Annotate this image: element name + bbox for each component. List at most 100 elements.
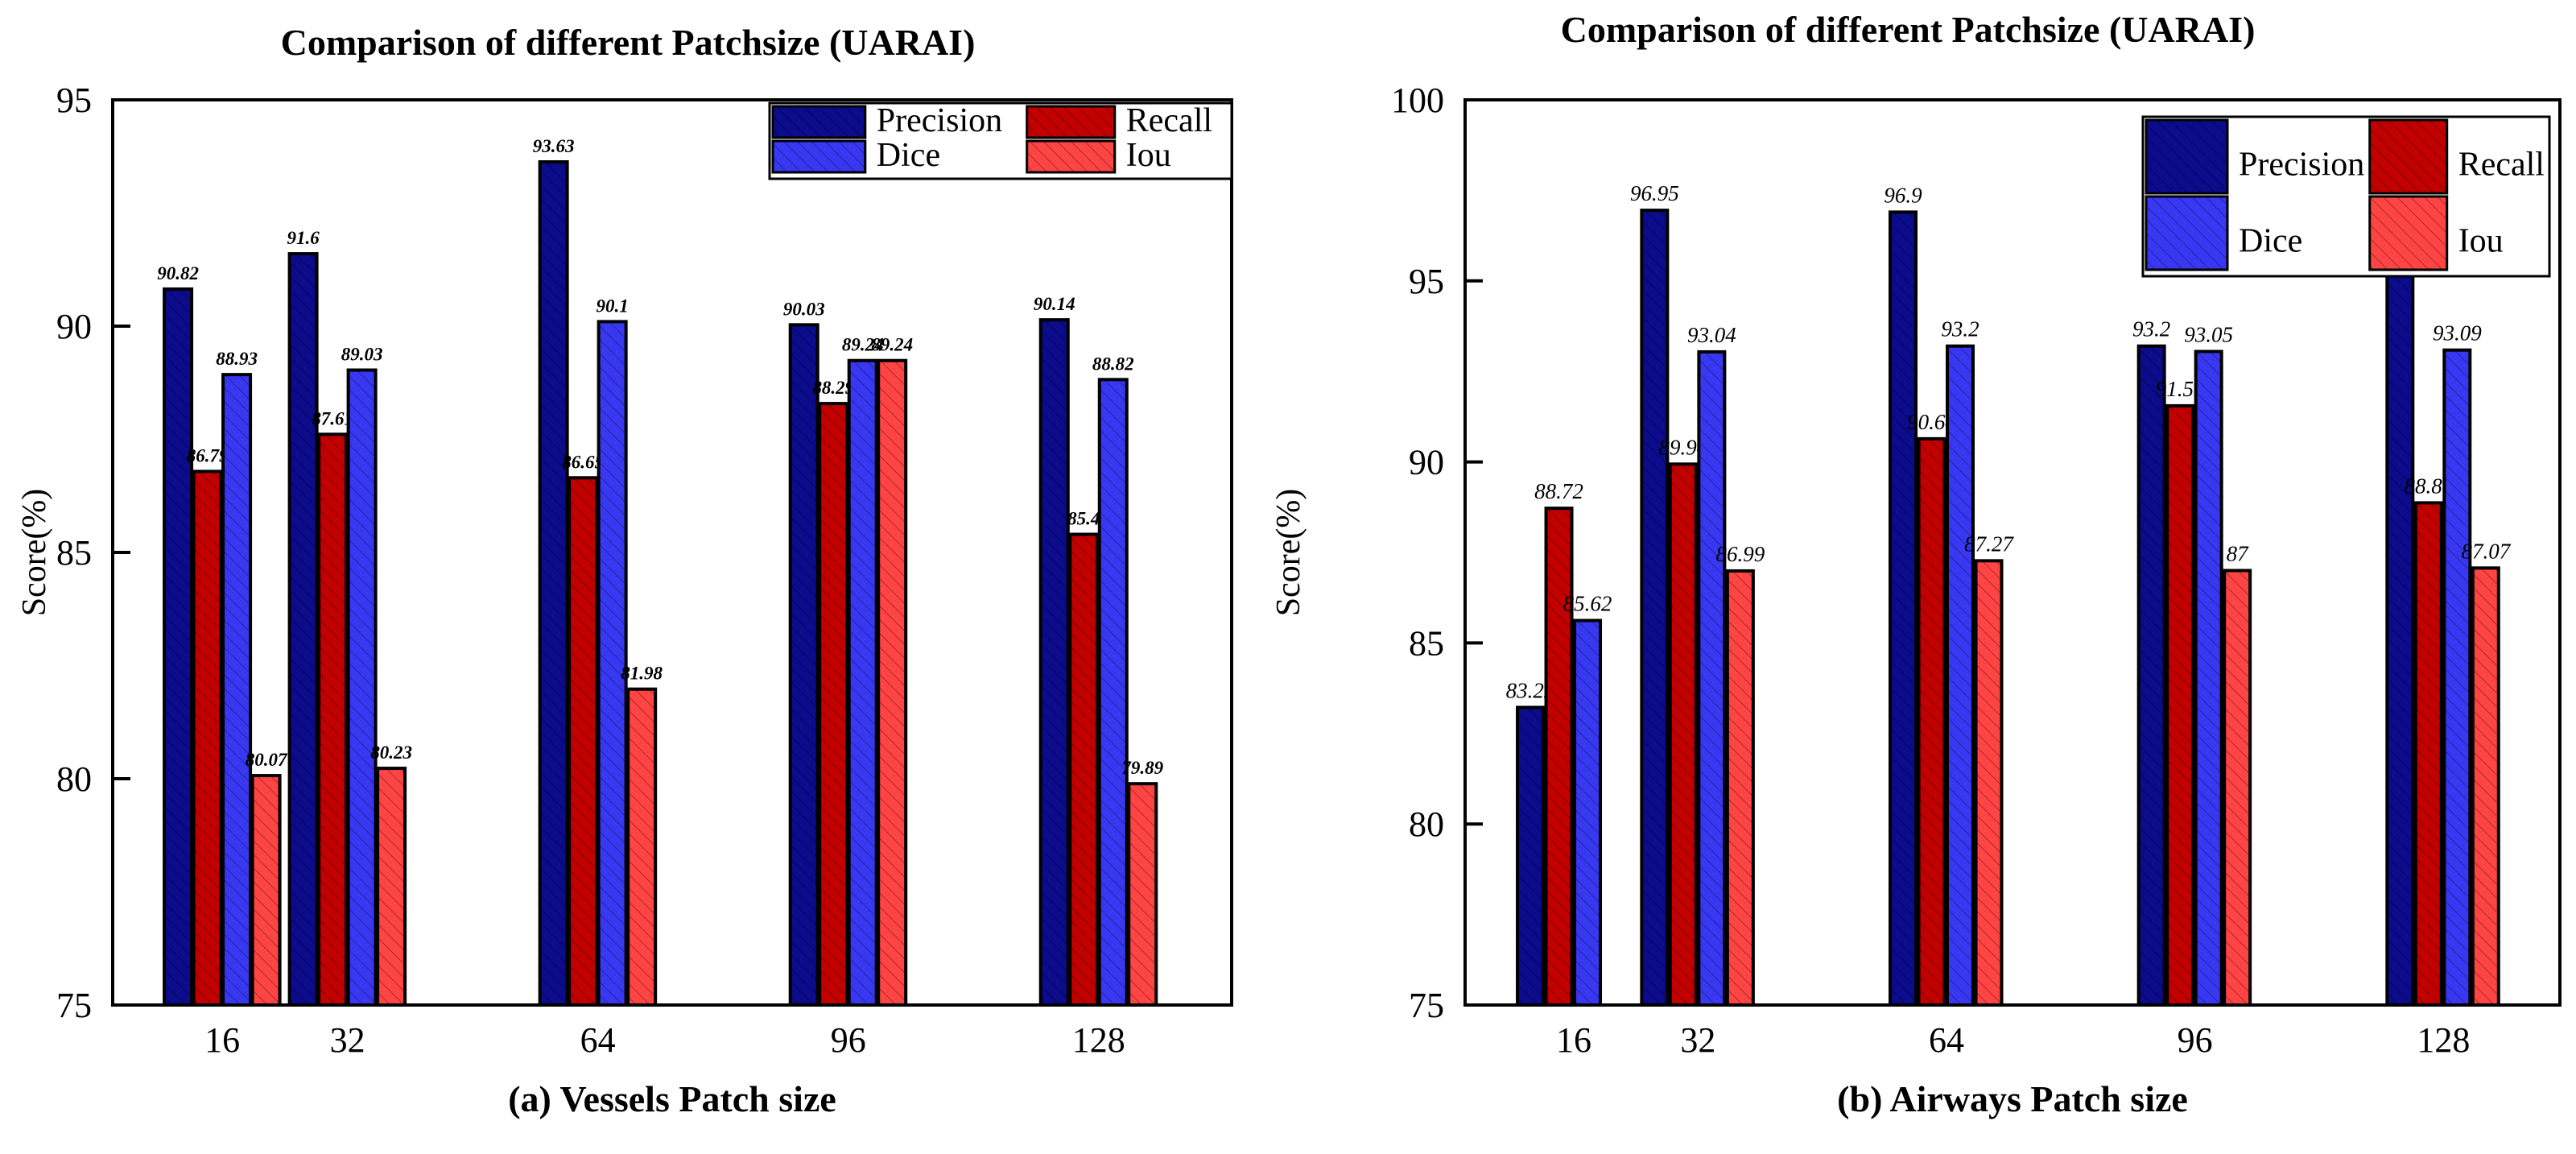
data-label: 79.89 (1121, 758, 1163, 778)
x-tick-label: 32 (1680, 1020, 1715, 1060)
data-label: 88.93 (216, 349, 258, 369)
data-label: 90.1 (597, 296, 629, 316)
data-label: 87 (2227, 541, 2250, 565)
x-tick-label: 64 (1929, 1020, 1964, 1060)
x-tick-label: 128 (1072, 1020, 1125, 1060)
data-label: 93.2 (1941, 317, 1979, 341)
x-tick-label: 16 (204, 1020, 240, 1060)
bar-hatch (252, 776, 280, 1005)
data-label: 86.65 (562, 452, 604, 472)
bar-hatch (598, 321, 626, 1005)
x-tick-label: 32 (330, 1020, 365, 1060)
x-tick-label: 128 (2417, 1020, 2470, 1060)
x-axis-label: (b) Airways Patch size (1837, 1078, 2188, 1119)
bar-hatch (1670, 464, 1696, 1005)
data-label: 93.2 (2132, 317, 2170, 341)
legend-swatch-hatch (773, 106, 865, 138)
bar-hatch (878, 360, 906, 1005)
legend-label-iou: Iou (2458, 222, 2504, 259)
data-label: 80.23 (370, 742, 412, 763)
bar-hatch (2167, 405, 2194, 1005)
data-label: 81.98 (621, 664, 663, 684)
bar-hatch (569, 478, 597, 1005)
bar-hatch (1099, 379, 1127, 1005)
legend-label-dice: Dice (2239, 222, 2302, 259)
y-axis-label: Score(%) (1270, 489, 1307, 617)
bar-hatch (2415, 503, 2442, 1005)
bar-hatch (348, 370, 376, 1005)
bar-hatch (223, 374, 251, 1005)
bar-hatch (319, 434, 347, 1005)
legend-label-iou: Iou (1126, 137, 1171, 174)
y-tick-label: 85 (56, 533, 92, 573)
bar-hatch (1040, 320, 1068, 1006)
data-label: 85.62 (1563, 592, 1612, 616)
bar-hatch (1575, 620, 1601, 1005)
bar-hatch (539, 161, 568, 1005)
data-label: 90.82 (157, 263, 199, 283)
legend-swatch-hatch (2369, 120, 2447, 193)
data-label: 87.27 (1964, 532, 2014, 556)
legend-swatch-hatch (2369, 196, 2447, 270)
y-tick-label: 95 (1409, 262, 1444, 301)
legend-swatch-hatch (1026, 106, 1115, 138)
bar-hatch (1975, 560, 2002, 1005)
x-tick-label: 16 (1556, 1020, 1591, 1060)
legend-swatch-hatch (2146, 120, 2227, 193)
x-tick-label: 96 (831, 1020, 866, 1060)
y-tick-label: 95 (56, 81, 92, 120)
chart-vessels: Comparison of different Patchsize (UARAI… (16, 22, 1233, 1119)
bar-hatch (848, 360, 877, 1005)
data-label: 80.07 (246, 750, 288, 770)
axes-frame (1463, 98, 2562, 1007)
chart-title: Comparison of different Patchsize (UARAI… (281, 22, 976, 63)
legend-label-recall: Recall (1126, 102, 1212, 139)
y-tick-label: 100 (1391, 81, 1444, 120)
legend-label-recall: Recall (2458, 146, 2545, 183)
bar-hatch (1699, 351, 1725, 1005)
bar-hatch (1546, 508, 1572, 1005)
y-tick-label: 75 (56, 986, 92, 1025)
bar-hatch (1918, 438, 1945, 1005)
data-label: 89.24 (842, 335, 884, 355)
data-label: 90.14 (1034, 294, 1075, 314)
y-tick-label: 80 (56, 759, 92, 799)
bar-hatch (1070, 534, 1098, 1005)
data-label: 88.72 (1534, 479, 1583, 503)
bar-hatch (1890, 212, 1917, 1006)
data-label: 93.63 (533, 136, 575, 156)
legend-swatch-hatch (2146, 196, 2227, 270)
bar-hatch (1517, 707, 1544, 1005)
y-tick-label: 90 (56, 307, 92, 346)
bar-hatch (1947, 345, 1974, 1005)
y-tick-label: 85 (1409, 623, 1444, 663)
data-label: 93.05 (2184, 322, 2233, 346)
y-tick-label: 80 (1409, 804, 1444, 844)
bar-hatch (2195, 351, 2222, 1005)
bar-hatch (2444, 350, 2471, 1006)
bar-hatch (289, 254, 317, 1006)
bar-hatch (628, 689, 656, 1005)
bar-hatch (164, 288, 192, 1005)
data-label: 96.95 (1630, 181, 1679, 205)
data-label: 91.6 (287, 228, 320, 248)
x-tick-label: 96 (2178, 1020, 2213, 1060)
chart-title: Comparison of different Patchsize (UARAI… (1561, 9, 2256, 50)
bar-hatch (790, 325, 818, 1006)
bar-hatch (2138, 345, 2165, 1005)
data-label: 86.99 (1715, 542, 1765, 566)
y-tick-label: 90 (1409, 443, 1444, 482)
data-label: 89.24 (871, 335, 913, 355)
legend-label-precision: Precision (877, 102, 1002, 139)
data-label: 87.61 (312, 408, 353, 428)
chart-airways: Comparison of different Patchsize (UARAI… (1270, 9, 2562, 1119)
bar-hatch (193, 471, 221, 1005)
data-label: 93.04 (1687, 323, 1736, 347)
x-axis-label: (a) Vessels Patch size (508, 1078, 836, 1119)
legend-label-dice: Dice (877, 137, 940, 174)
bar-hatch (2387, 205, 2413, 1006)
legend-swatch-hatch (1026, 141, 1115, 172)
legend-label-precision: Precision (2239, 146, 2364, 183)
bar-hatch (2472, 568, 2499, 1005)
